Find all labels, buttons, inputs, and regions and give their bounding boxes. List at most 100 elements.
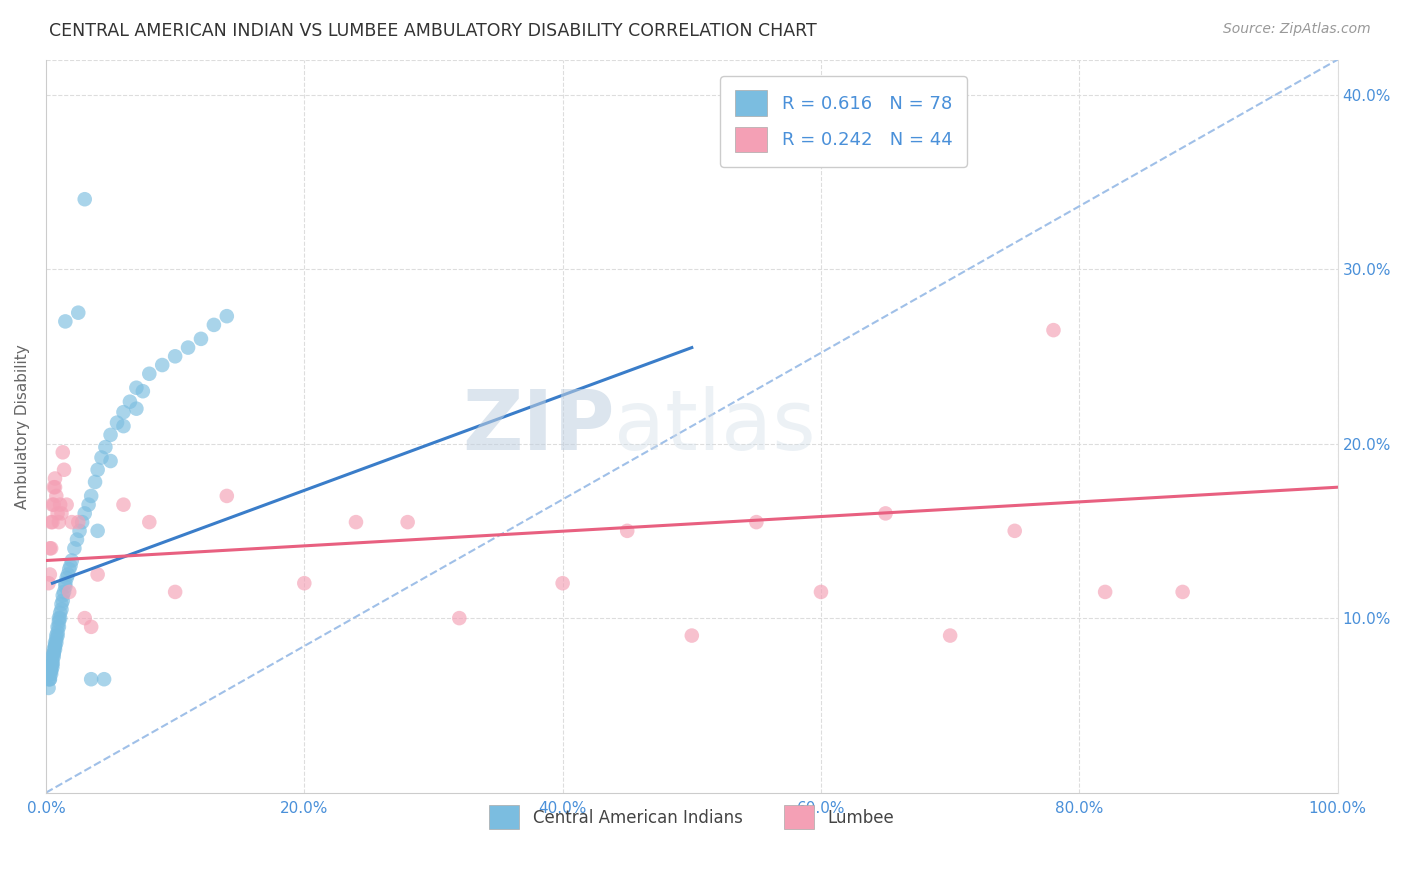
Point <box>41 515 63 529</box>
Point <box>38 672 60 686</box>
Point <box>125 401 148 416</box>
Point <box>58 562 80 576</box>
Point <box>41 660 63 674</box>
Point <box>41 657 63 671</box>
Point <box>90 450 112 465</box>
Point <box>53 314 76 328</box>
Point <box>70 515 93 529</box>
Point <box>38 567 60 582</box>
Point <box>48 611 70 625</box>
Point <box>449 611 471 625</box>
Point <box>344 515 367 529</box>
Point <box>44 480 66 494</box>
Point <box>56 567 79 582</box>
Point <box>1004 524 1026 538</box>
Point <box>48 515 70 529</box>
Point <box>165 585 187 599</box>
Point <box>875 507 897 521</box>
Point <box>39 660 62 674</box>
Point <box>93 672 115 686</box>
Point <box>39 664 62 678</box>
Point <box>94 440 117 454</box>
Point <box>42 646 65 660</box>
Text: ZIP: ZIP <box>461 385 614 467</box>
Point <box>60 515 83 529</box>
Point <box>63 541 86 556</box>
Point <box>69 524 91 538</box>
Point <box>39 667 62 681</box>
Point <box>44 471 66 485</box>
Point <box>44 642 66 657</box>
Point <box>215 489 238 503</box>
Point <box>44 639 66 653</box>
Point <box>55 498 77 512</box>
Point <box>80 672 103 686</box>
Point <box>38 576 60 591</box>
Point <box>46 629 69 643</box>
Point <box>1042 323 1064 337</box>
Point <box>52 445 75 459</box>
Point <box>681 629 703 643</box>
Point <box>80 489 103 503</box>
Point <box>67 515 90 529</box>
Point <box>77 498 100 512</box>
Point <box>45 629 67 643</box>
Point <box>52 593 75 607</box>
Point <box>44 639 66 653</box>
Point <box>52 589 75 603</box>
Point <box>51 507 73 521</box>
Point <box>66 533 89 547</box>
Point <box>86 524 108 538</box>
Point <box>48 615 70 629</box>
Point <box>53 463 76 477</box>
Point <box>202 318 225 332</box>
Point <box>292 576 315 591</box>
Point <box>38 667 60 681</box>
Point <box>112 405 135 419</box>
Point <box>73 507 96 521</box>
Point <box>177 341 200 355</box>
Point <box>42 642 65 657</box>
Point <box>41 657 63 671</box>
Point <box>73 611 96 625</box>
Point <box>51 597 73 611</box>
Point <box>38 672 60 686</box>
Point <box>53 585 76 599</box>
Point <box>810 585 832 599</box>
Point <box>42 498 65 512</box>
Point <box>112 419 135 434</box>
Point <box>84 475 107 489</box>
Point <box>38 541 60 556</box>
Text: CENTRAL AMERICAN INDIAN VS LUMBEE AMBULATORY DISABILITY CORRELATION CHART: CENTRAL AMERICAN INDIAN VS LUMBEE AMBULA… <box>49 22 817 40</box>
Point <box>49 498 72 512</box>
Point <box>41 498 63 512</box>
Point <box>939 629 962 643</box>
Y-axis label: Ambulatory Disability: Ambulatory Disability <box>15 343 30 508</box>
Point <box>86 567 108 582</box>
Text: Source: ZipAtlas.com: Source: ZipAtlas.com <box>1223 22 1371 37</box>
Point <box>45 489 67 503</box>
Point <box>49 606 72 620</box>
Point <box>44 635 66 649</box>
Point <box>39 541 62 556</box>
Point <box>53 580 76 594</box>
Point <box>165 349 187 363</box>
Point <box>39 664 62 678</box>
Point <box>100 454 122 468</box>
Point <box>55 571 77 585</box>
Point <box>745 515 768 529</box>
Point <box>105 416 128 430</box>
Point <box>132 384 155 399</box>
Point <box>190 332 212 346</box>
Point <box>42 480 65 494</box>
Point <box>112 498 135 512</box>
Point <box>41 653 63 667</box>
Point <box>396 515 419 529</box>
Point <box>58 585 80 599</box>
Point <box>53 576 76 591</box>
Text: atlas: atlas <box>614 385 815 467</box>
Point <box>67 306 90 320</box>
Point <box>86 463 108 477</box>
Point <box>49 611 72 625</box>
Point <box>616 524 638 538</box>
